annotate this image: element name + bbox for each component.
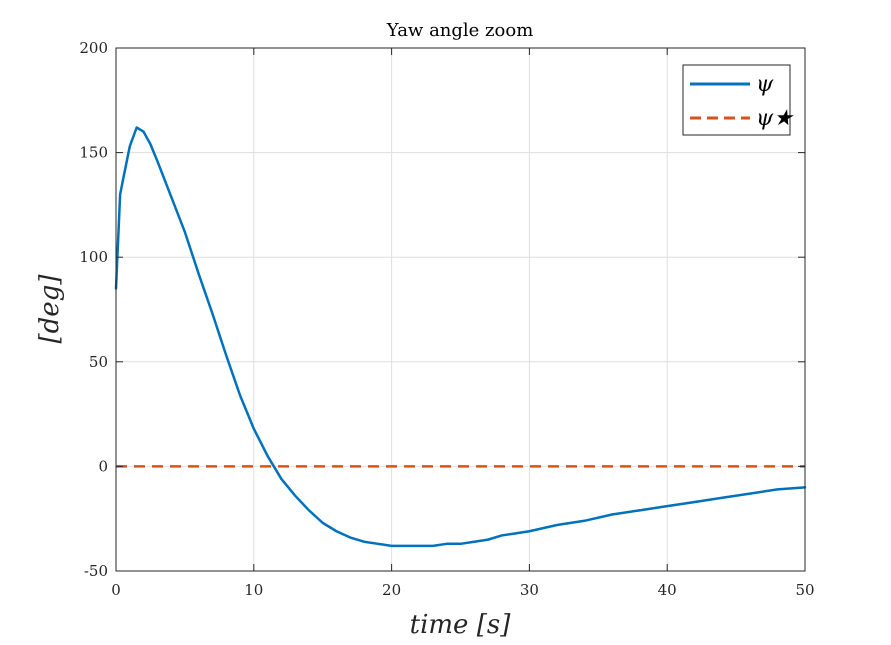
y-tick-label: 0	[98, 457, 108, 475]
series-layer	[114, 126, 807, 548]
y-tick-label: 150	[79, 144, 108, 162]
x-axis-label: time [s]	[410, 610, 512, 640]
x-tick-label: 40	[658, 581, 677, 599]
x-tick-label: 10	[244, 581, 263, 599]
plot-frame	[115, 47, 806, 572]
y-tick-label: -50	[84, 562, 108, 580]
legend: ψ ψ★	[682, 64, 794, 136]
series-line-psi	[114, 126, 807, 548]
x-tick-label: 30	[520, 581, 539, 599]
y-axis-label: [deg]	[35, 274, 65, 344]
y-tick-label: 100	[79, 248, 108, 266]
x-tick-label: 0	[111, 581, 121, 599]
y-tick-label: 50	[89, 353, 108, 371]
legend-label-psi-star: ψ★	[756, 106, 794, 131]
legend-label-psi: ψ	[756, 72, 774, 97]
y-tick-label: 200	[79, 39, 108, 57]
chart-title: Yaw angle zoom	[386, 20, 534, 41]
x-tick-label: 50	[795, 581, 814, 599]
x-tick-label: 20	[382, 581, 401, 599]
legend-box	[682, 64, 791, 136]
